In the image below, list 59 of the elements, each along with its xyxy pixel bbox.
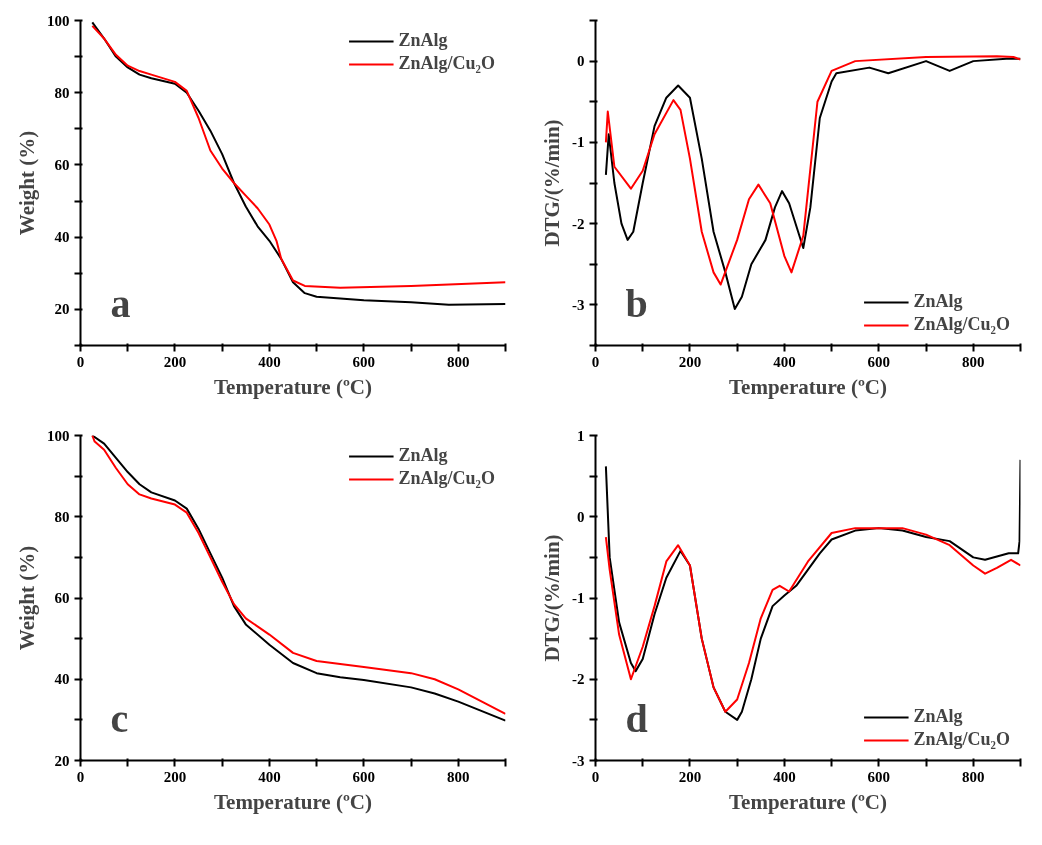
x-tick-label: 800 — [962, 353, 985, 370]
y-tick-label: 0 — [577, 508, 585, 525]
x-tick-label: 600 — [867, 768, 891, 785]
y-tick-label: 40 — [54, 671, 70, 688]
x-tick-label: 400 — [773, 768, 796, 785]
y-tick-label: -3 — [572, 296, 585, 313]
legend-label: ZnAlg/Cu₂O — [398, 468, 495, 489]
annotation: d — [625, 695, 648, 741]
y-tick-label: 20 — [54, 301, 70, 318]
x-axis-title: Temperature (ºC) — [729, 374, 887, 399]
annotation: a — [110, 280, 131, 326]
x-tick-label: 200 — [163, 353, 187, 370]
x-tick-label: 600 — [352, 768, 376, 785]
x-tick-label: 800 — [447, 768, 470, 785]
y-axis-title: Weight (%) — [15, 545, 39, 651]
y-tick-label: -2 — [572, 671, 585, 688]
x-axis-title: Temperature (ºC) — [214, 789, 372, 814]
x-tick-label: 400 — [258, 768, 281, 785]
y-axis-title: Weight (%) — [15, 130, 39, 236]
x-tick-label: 0 — [76, 353, 85, 370]
y-tick-label: 60 — [54, 590, 70, 606]
legend-label: ZnAlg — [913, 291, 963, 312]
annotation: c — [110, 695, 129, 741]
legend-label: ZnAlg — [398, 445, 448, 466]
y-tick-label: -3 — [572, 752, 585, 769]
x-axis-title: Temperature (ºC) — [729, 789, 887, 814]
y-axis-title: DTG/(%/min) — [540, 534, 564, 662]
y-tick-label: 100 — [47, 427, 70, 444]
y-tick-label: 100 — [47, 12, 70, 29]
x-tick-label: 400 — [258, 353, 281, 370]
x-tick-label: 600 — [867, 353, 891, 370]
y-tick-label: 40 — [54, 229, 70, 246]
y-tick-label: 60 — [54, 156, 70, 173]
x-axis-title: Temperature (ºC) — [214, 374, 372, 399]
x-tick-label: 0 — [591, 353, 600, 370]
x-tick-label: 0 — [76, 768, 85, 785]
legend-label: ZnAlg — [913, 706, 963, 727]
y-tick-label: -1 — [572, 590, 585, 606]
legend-label: ZnAlg/Cu₂O — [398, 53, 495, 74]
legend-label: ZnAlg/Cu₂O — [913, 729, 1010, 750]
y-tick-label: 1 — [577, 427, 585, 444]
x-tick-label: 800 — [962, 768, 985, 785]
x-tick-label: 800 — [447, 353, 470, 370]
legend-label: ZnAlg — [398, 30, 448, 51]
x-tick-label: 200 — [163, 768, 187, 785]
x-tick-label: 0 — [591, 768, 600, 785]
x-tick-label: 200 — [678, 768, 702, 785]
y-tick-label: -1 — [572, 134, 585, 151]
x-tick-label: 400 — [773, 353, 796, 370]
x-tick-label: 600 — [352, 353, 376, 370]
y-axis-title: DTG/(%/min) — [540, 119, 564, 247]
legend-label: ZnAlg/Cu₂O — [913, 314, 1010, 335]
y-tick-label: 80 — [54, 508, 70, 525]
y-tick-label: 0 — [577, 53, 585, 70]
x-tick-label: 200 — [678, 353, 702, 370]
y-tick-label: -2 — [572, 215, 585, 232]
y-tick-label: 20 — [54, 752, 70, 769]
y-tick-label: 80 — [54, 84, 70, 101]
annotation: b — [625, 280, 648, 326]
